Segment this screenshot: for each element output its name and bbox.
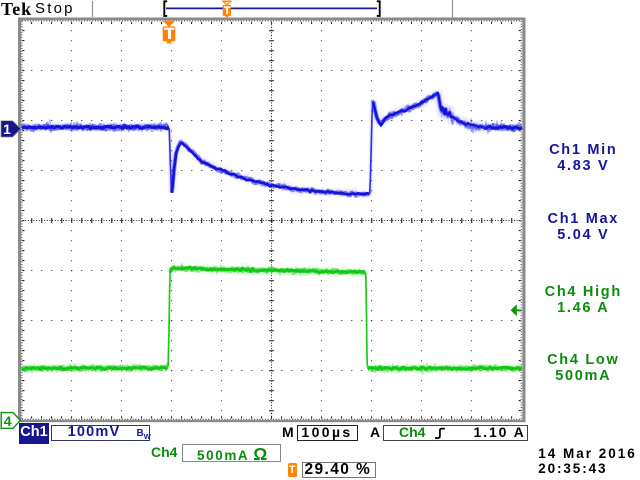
svg-text:1: 1 bbox=[3, 121, 11, 137]
svg-text:4: 4 bbox=[4, 413, 12, 429]
